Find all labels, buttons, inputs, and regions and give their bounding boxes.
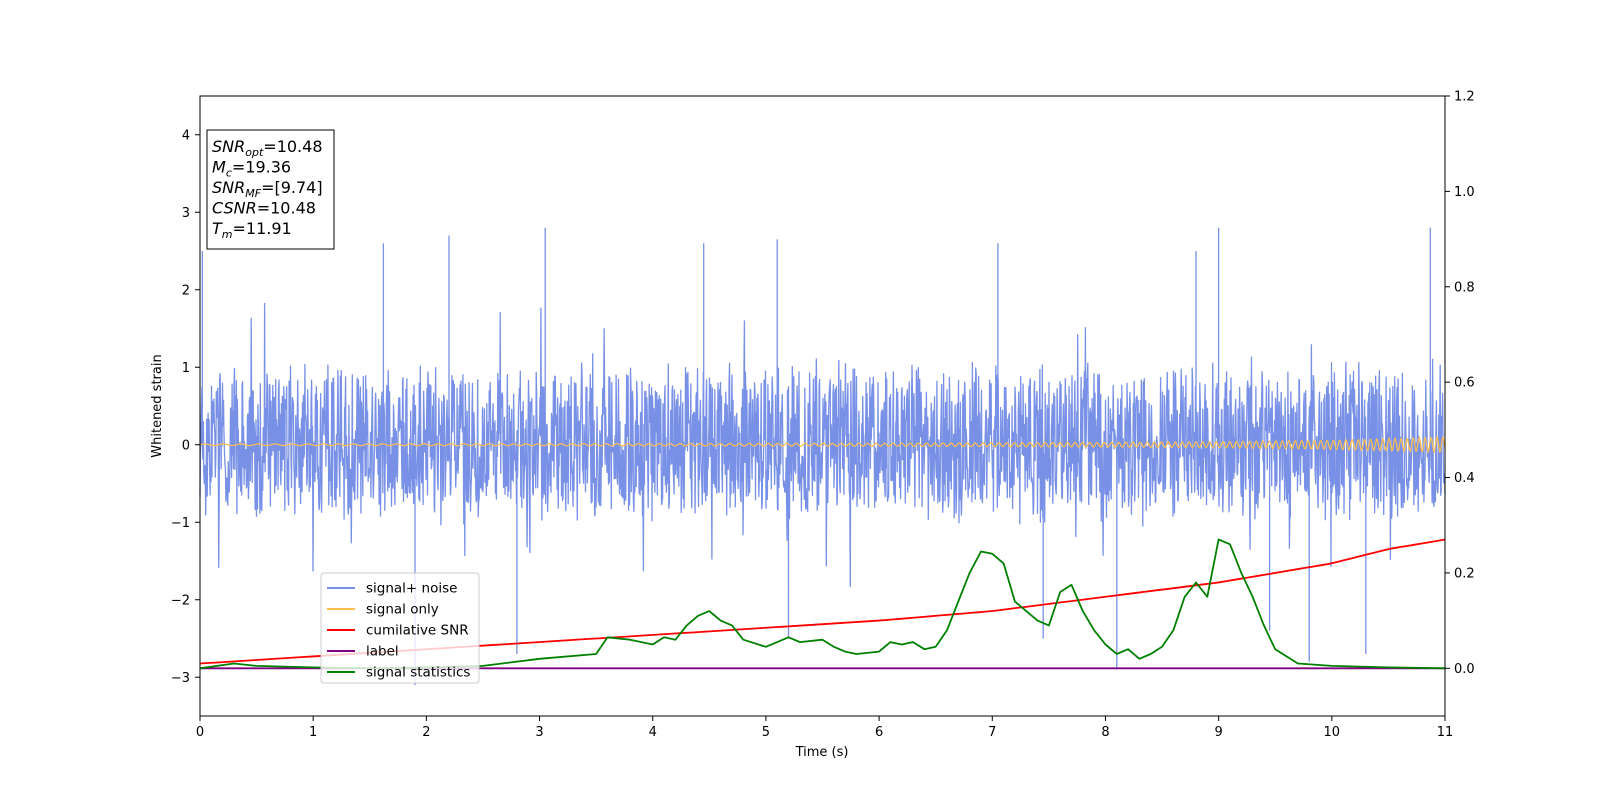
x-tick-label: 8 bbox=[1101, 725, 1109, 740]
x-tick-label: 6 bbox=[875, 725, 883, 740]
annotation-line: SNRopt=10.48 bbox=[212, 137, 323, 159]
y2-tick-label: 1.0 bbox=[1454, 185, 1475, 200]
y-axis-label: Whitened strain bbox=[150, 354, 165, 457]
legend-entry-label: label bbox=[366, 644, 399, 660]
annotation-value: =[9.74] bbox=[261, 178, 323, 197]
legend-entry-label: signal statistics bbox=[366, 665, 470, 681]
y2-tick-label: 0.6 bbox=[1454, 376, 1475, 391]
annotation-subscript: MF bbox=[245, 187, 261, 200]
y2-tick-label: 1.2 bbox=[1454, 90, 1475, 105]
legend-entry-label: cumilative SNR bbox=[366, 623, 469, 639]
annotation-line: SNRMF=[9.74] bbox=[212, 178, 323, 200]
annotation-symbol: CSNR bbox=[212, 199, 257, 218]
annotation-symbol: SNR bbox=[212, 178, 245, 197]
series-signal-noise bbox=[199, 227, 1446, 685]
y-tick-label: 3 bbox=[182, 206, 190, 221]
y-tick-label: −2 bbox=[171, 593, 190, 608]
annotation-subscript: opt bbox=[245, 146, 264, 159]
x-tick-label: 5 bbox=[762, 725, 770, 740]
y2-tick-label: 0.4 bbox=[1454, 471, 1475, 486]
annotation-symbol: M bbox=[212, 158, 226, 177]
annotation-subscript: c bbox=[226, 167, 232, 180]
annotation-value: =10.48 bbox=[257, 199, 316, 218]
annotation-frame bbox=[206, 129, 335, 250]
y2-tick-label: 0.2 bbox=[1454, 566, 1475, 581]
y-tick-label: −3 bbox=[171, 671, 190, 686]
y-tick-label: 2 bbox=[182, 283, 190, 298]
x-tick-label: 11 bbox=[1437, 725, 1454, 740]
legend-entry-label: signal only bbox=[366, 602, 439, 618]
y-ticks: −3 −2 −1 0 1 2 3 4 bbox=[171, 128, 200, 686]
series-signal-statistics bbox=[199, 538, 1446, 670]
y-tick-label: −1 bbox=[171, 516, 190, 531]
annotation-symbol: T bbox=[212, 219, 223, 238]
x-axis-label: Time (s) bbox=[795, 745, 849, 760]
x-tick-label: 1 bbox=[309, 725, 317, 740]
plot-frame bbox=[199, 95, 1446, 717]
legend: signal+ noise signal only cumilative SNR la… bbox=[320, 572, 480, 684]
y2-tick-label: 0.0 bbox=[1454, 662, 1475, 677]
annotation-box: SNRopt=10.48Mc=19.36SNRMF=[9.74]CSNR=10.… bbox=[206, 129, 335, 250]
y-tick-label: 1 bbox=[182, 361, 190, 376]
y2-ticks: 0.0 0.2 0.4 0.6 0.8 1.0 1.2 bbox=[1445, 90, 1475, 677]
y-tick-label: 4 bbox=[182, 128, 190, 143]
annotation-line: Tm=11.91 bbox=[212, 219, 292, 241]
x-tick-label: 2 bbox=[422, 725, 430, 740]
x-tick-label: 0 bbox=[196, 725, 204, 740]
annotation-value: =11.91 bbox=[233, 219, 292, 238]
series-signal-only bbox=[199, 435, 1446, 455]
annotation-value: =19.36 bbox=[232, 158, 291, 177]
annotation-line: Mc=19.36 bbox=[212, 158, 291, 180]
x-tick-label: 7 bbox=[988, 725, 996, 740]
x-tick-label: 3 bbox=[535, 725, 543, 740]
y2-tick-label: 0.8 bbox=[1454, 280, 1475, 295]
annotation-value: =10.48 bbox=[263, 137, 322, 156]
x-tick-label: 10 bbox=[1324, 725, 1341, 740]
legend-frame bbox=[320, 572, 480, 684]
x-ticks: 0 1 2 3 4 5 6 7 8 9 10 11 bbox=[196, 716, 1453, 740]
x-tick-label: 9 bbox=[1214, 725, 1222, 740]
legend-entry-label: signal+ noise bbox=[366, 581, 457, 597]
annotation-line: CSNR=10.48 bbox=[212, 199, 316, 218]
y-tick-label: 0 bbox=[182, 438, 190, 453]
x-tick-label: 4 bbox=[649, 725, 657, 740]
annotation-subscript: m bbox=[222, 228, 233, 241]
annotation-symbol: SNR bbox=[212, 137, 245, 156]
